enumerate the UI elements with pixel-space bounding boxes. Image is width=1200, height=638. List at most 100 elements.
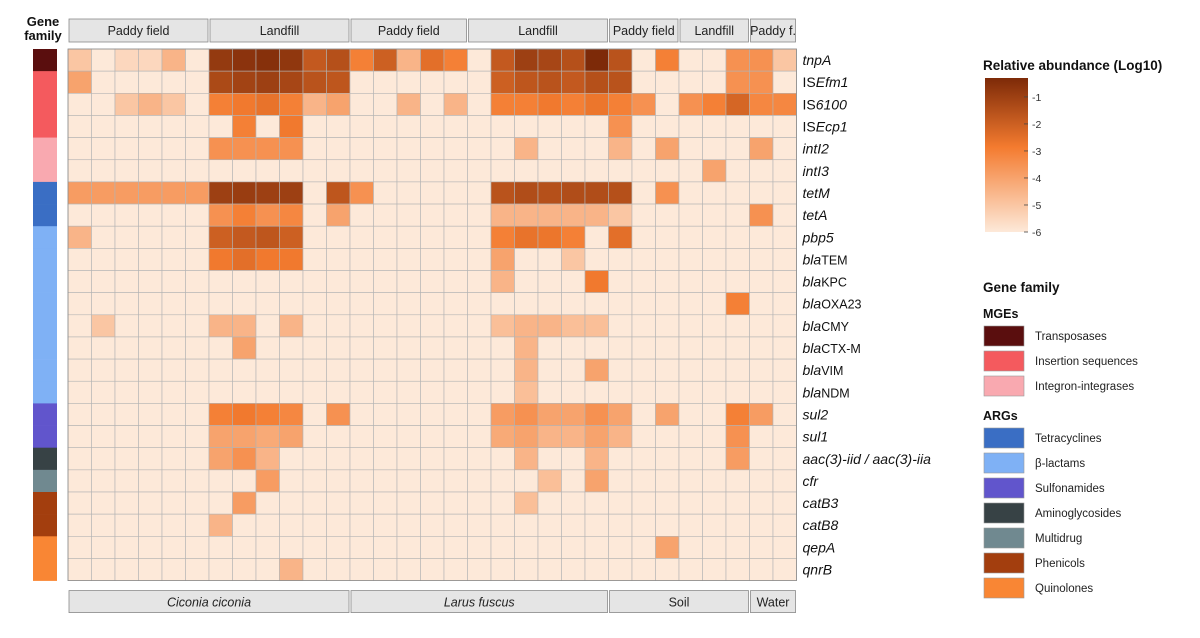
gene-label: blaVIM <box>803 362 844 378</box>
heatmap-cell <box>114 403 139 426</box>
heatmap-cell <box>161 137 186 161</box>
heatmap-cell <box>326 425 351 448</box>
heatmap-cell <box>655 270 680 293</box>
heatmap-cell <box>208 292 233 316</box>
heatmap-cell <box>114 491 139 515</box>
heatmap-cell <box>138 248 163 271</box>
heatmap-cell <box>490 469 515 493</box>
heatmap-cell <box>91 48 116 72</box>
heatmap-cell <box>67 248 92 271</box>
heatmap-cell <box>749 513 774 537</box>
heatmap-cell <box>302 491 327 515</box>
heatmap-cell <box>537 225 562 249</box>
heatmap-cell <box>772 225 797 249</box>
heatmap-cell <box>396 203 421 227</box>
heatmap-cell <box>514 70 539 94</box>
heatmap-cell <box>91 469 116 493</box>
heatmap-cell <box>114 447 139 471</box>
gene-label-part: CMY <box>821 320 849 334</box>
heatmap-cell <box>443 270 468 293</box>
heatmap-cell <box>584 93 609 116</box>
heatmap-cell <box>326 469 351 493</box>
heatmap-cell <box>608 248 633 271</box>
colorbar-tick-label: -1 <box>1032 92 1041 104</box>
heatmap-cell <box>373 403 398 426</box>
heatmap-cell <box>772 447 797 471</box>
heatmap-cell <box>725 535 750 559</box>
heatmap-cell <box>396 225 421 249</box>
heatmap-cell <box>91 336 116 360</box>
heatmap-cell <box>537 270 562 293</box>
heatmap-cell <box>537 513 562 537</box>
heatmap-cell <box>255 248 280 271</box>
heatmap-cell <box>255 292 280 316</box>
heatmap-cell <box>584 270 609 293</box>
heatmap-cell <box>631 447 656 471</box>
heatmap-cell <box>749 93 774 116</box>
heatmap-cell <box>608 292 633 316</box>
heatmap-cell <box>67 513 92 537</box>
heatmap-cell <box>326 513 351 537</box>
heatmap-cell <box>608 137 633 161</box>
heatmap-cell <box>537 425 562 448</box>
heatmap-cell <box>443 159 468 183</box>
gene-label: intI3 <box>803 163 830 179</box>
heatmap-cell <box>584 248 609 271</box>
heatmap-cell <box>490 491 515 515</box>
heatmap-cell <box>514 48 539 72</box>
habitat-label: Paddy f. <box>750 24 796 38</box>
heatmap-cell <box>772 314 797 338</box>
gene-label-part: catB8 <box>803 517 839 533</box>
heatmap-cell <box>772 248 797 271</box>
heatmap-cell <box>279 314 304 338</box>
heatmap-cell <box>420 336 445 360</box>
heatmap-cell <box>678 314 703 338</box>
heatmap-cell <box>725 225 750 249</box>
heatmap-cell <box>326 137 351 161</box>
heatmap-cell <box>396 270 421 293</box>
family-color-cell <box>33 558 57 581</box>
heatmap-cell <box>655 447 680 471</box>
gene-label: qnrB <box>803 562 833 578</box>
heatmap-cell <box>561 248 586 271</box>
heatmap-cell <box>67 93 92 116</box>
heatmap-cell <box>161 403 186 426</box>
species-strip: Ciconia ciconia Larus fuscus Soil Water <box>68 590 796 613</box>
heatmap-cell <box>138 491 163 515</box>
heatmap-cell <box>279 248 304 271</box>
heatmap-cell <box>678 115 703 138</box>
heatmap-cell <box>91 203 116 227</box>
family-color-cell <box>33 536 57 559</box>
heatmap-cell <box>490 270 515 293</box>
heatmap-cell <box>326 535 351 559</box>
heatmap-cell <box>608 225 633 249</box>
heatmap-cell <box>514 447 539 471</box>
heatmap-cell <box>514 292 539 316</box>
heatmap-cell <box>537 159 562 183</box>
heatmap-cell <box>161 314 186 338</box>
heatmap-cell <box>373 336 398 360</box>
heatmap-cell <box>232 358 257 382</box>
heatmap-cell <box>232 203 257 227</box>
heatmap-cell <box>208 336 233 360</box>
heatmap-cell <box>255 159 280 183</box>
heatmap-cell <box>232 292 257 316</box>
gene-family-header-line: Gene <box>27 14 60 29</box>
legend-swatch <box>983 552 1025 574</box>
gene-label-part: cfr <box>803 473 820 489</box>
heatmap-cell <box>514 491 539 515</box>
heatmap-cell <box>255 380 280 404</box>
heatmap-cell <box>396 115 421 138</box>
heatmap-cell <box>561 70 586 94</box>
heatmap-cell <box>161 48 186 72</box>
heatmap-cell <box>561 469 586 493</box>
heatmap-cell <box>467 336 492 360</box>
gene-family-annotation <box>33 49 57 581</box>
heatmap-cell <box>702 447 727 471</box>
heatmap-cell <box>514 513 539 537</box>
heatmap-cell <box>490 314 515 338</box>
heatmap-cell <box>608 93 633 116</box>
heatmap-cell <box>678 447 703 471</box>
heatmap-cell <box>326 292 351 316</box>
heatmap-cell <box>161 159 186 183</box>
